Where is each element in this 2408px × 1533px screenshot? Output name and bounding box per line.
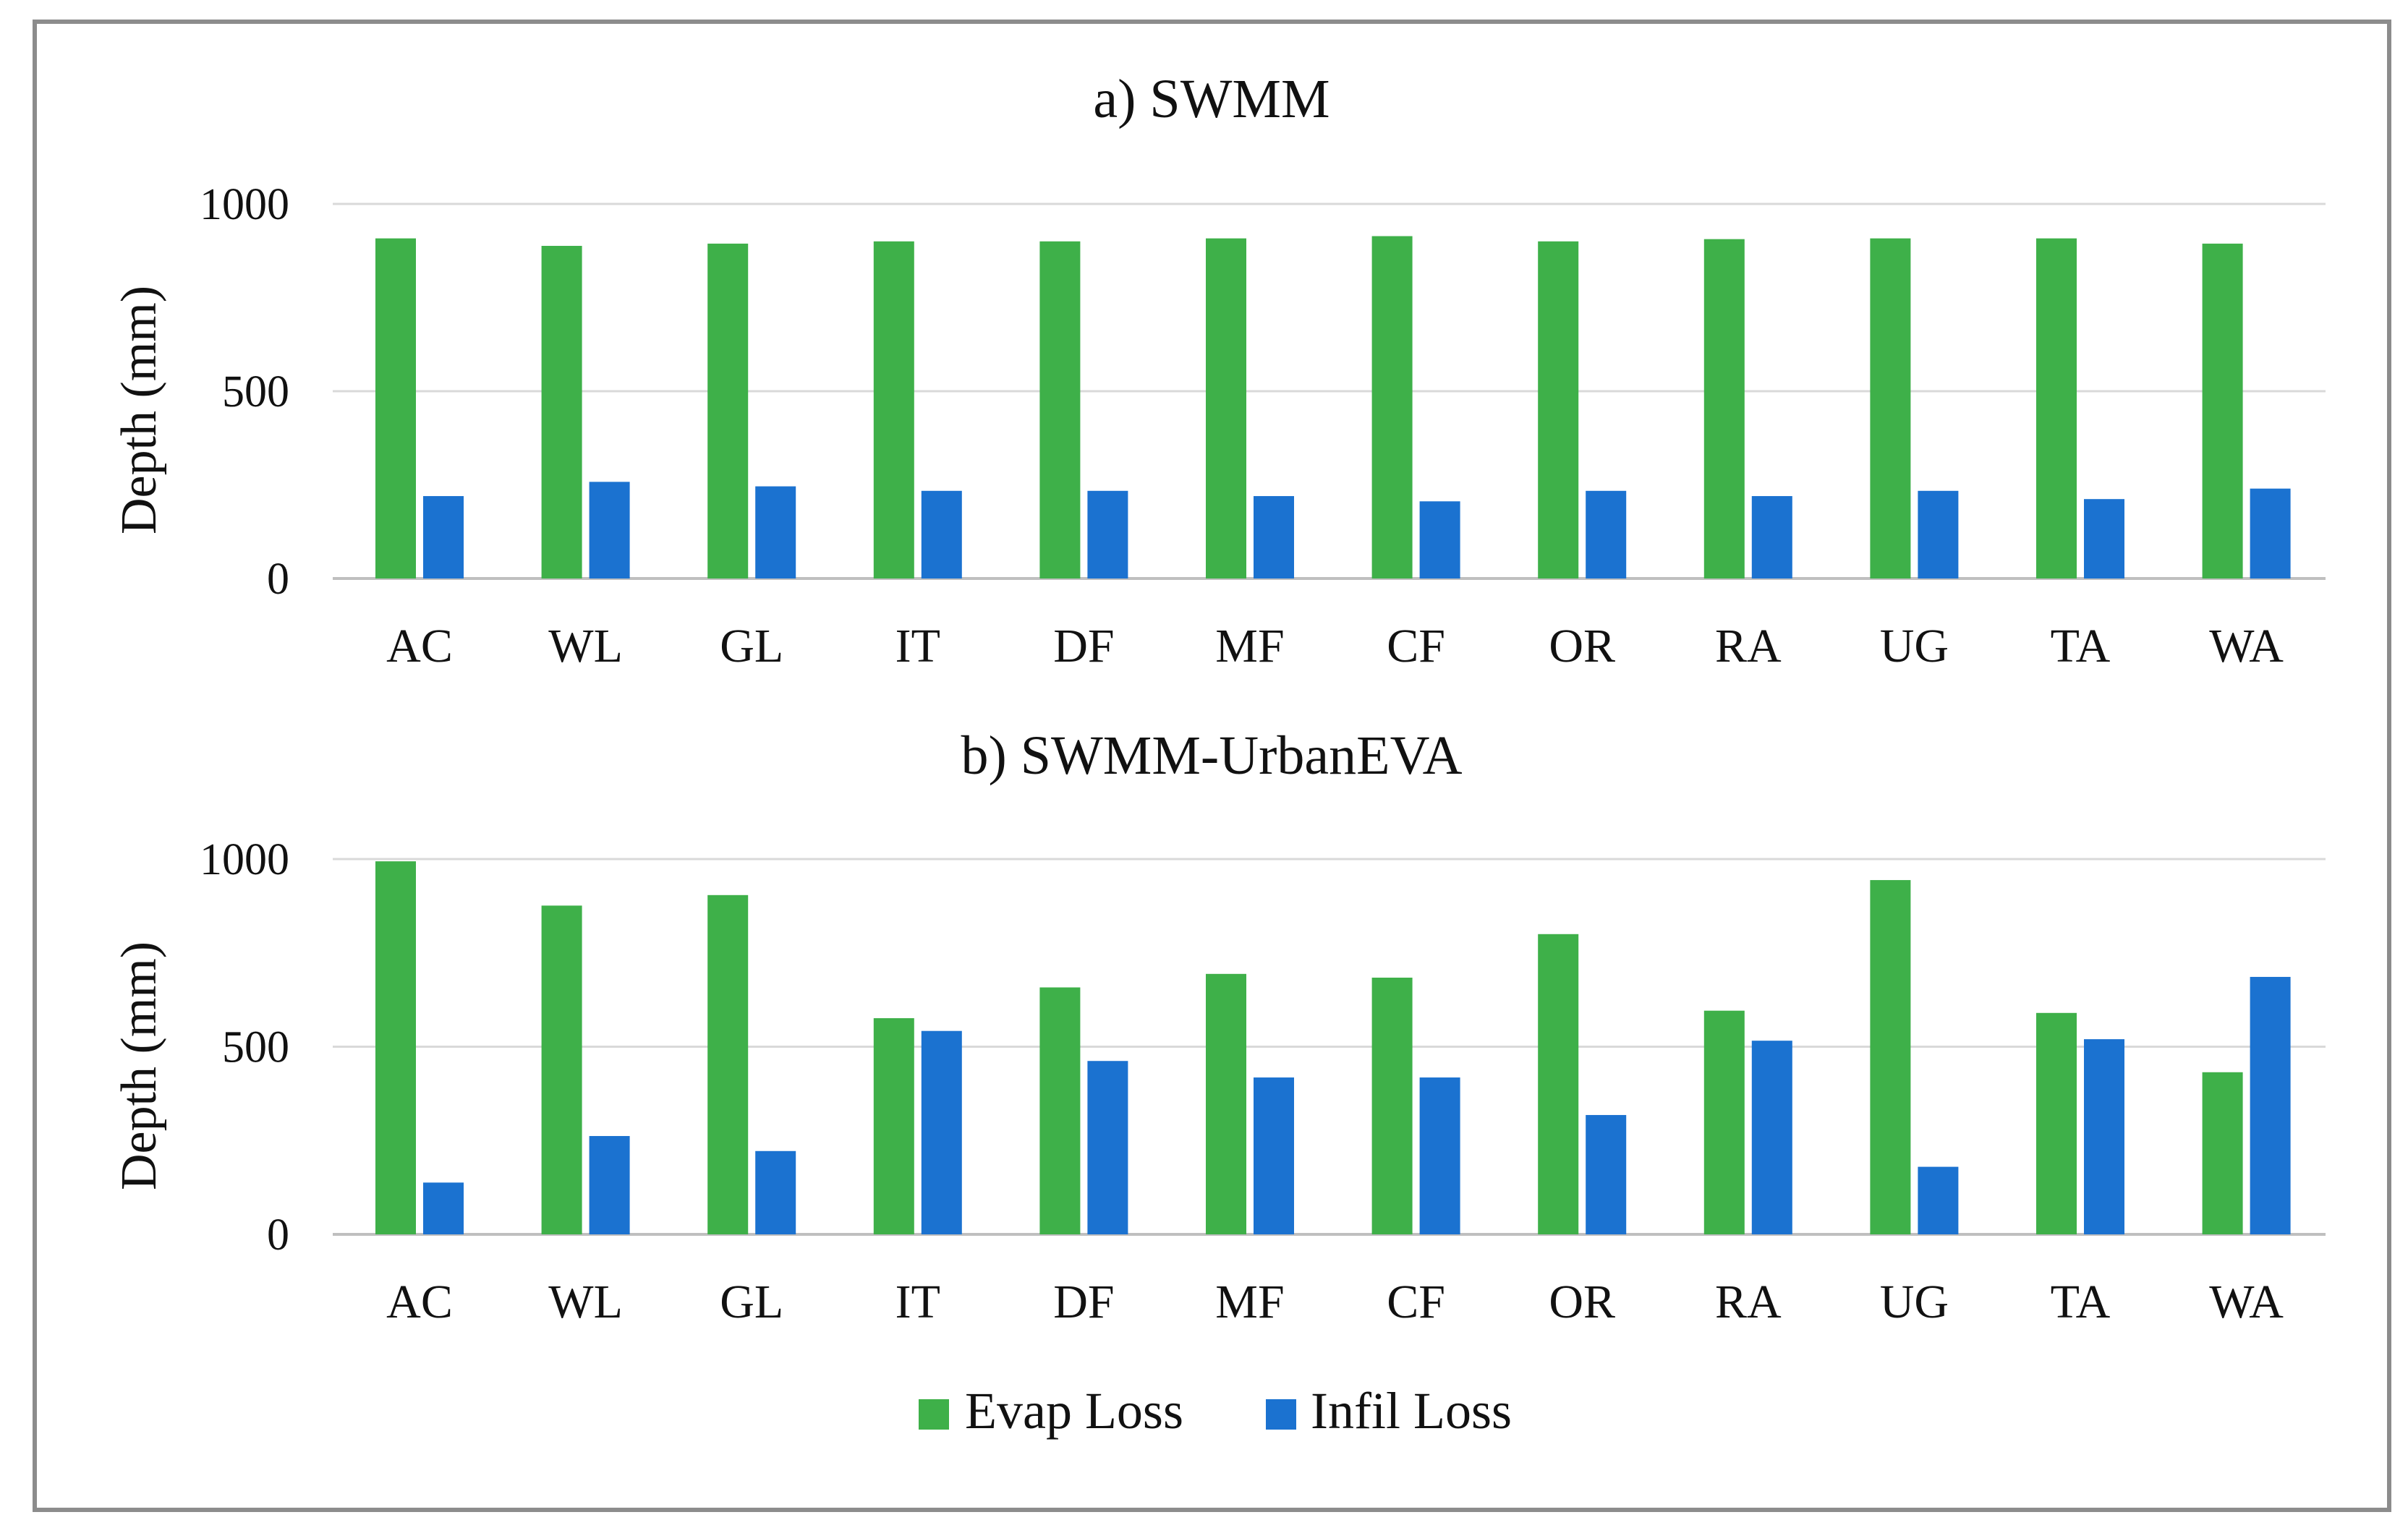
bar-evap-mf-a [1206,238,1246,578]
panel-swmm-urbaneva: b) SWMM-UrbanEVA Depth (mm) 0 500 1000 AC W… [111,725,2326,1328]
gridlines-a [333,202,2326,580]
bar-infil-or-a [1586,490,1627,578]
bar-evap-cf-a [1371,236,1413,578]
x-tick-mf-a: MF [1215,620,1284,672]
bar-evap-it-a [873,241,914,578]
x-tick-gl-a: GL [720,620,783,672]
bars-a [375,236,2291,578]
bar-evap-ta-a [2036,238,2077,578]
legend-swatch-evap [919,1399,949,1430]
bar-evap-mf-b [1206,973,1246,1234]
bar-infil-mf-b [1254,1077,1294,1234]
x-tick-labels-b: AC WL GL IT DF MF CF OR RA UG TA WA [386,1276,2284,1328]
gridlines-b [333,858,2326,1236]
bar-evap-wl-b [541,905,582,1234]
x-tick-it-a: IT [895,620,940,672]
bar-infil-ac-b [423,1182,464,1234]
x-tick-or-b: OR [1549,1276,1615,1328]
bar-evap-gl-a [707,243,749,578]
bar-infil-ug-b [1918,1166,1959,1234]
x-tick-ug-a: UG [1880,620,1949,672]
bar-infil-df-a [1087,490,1128,578]
y-tick-1000-a: 1000 [200,180,289,229]
x-tick-ac-a: AC [386,620,453,672]
bar-evap-wl-a [541,246,582,578]
bar-infil-cf-a [1419,501,1460,578]
bar-infil-df-b [1087,1061,1128,1234]
x-tick-wa-b: WA [2209,1276,2284,1328]
chart-title-b: b) SWMM-UrbanEVA [961,725,1462,786]
x-tick-or-a: OR [1549,620,1615,672]
x-tick-ac-b: AC [386,1276,453,1328]
bar-evap-ac-b [375,861,416,1234]
legend: Evap Loss Infil Loss [919,1382,1512,1440]
bar-infil-ac-a [423,496,464,578]
x-tick-df-a: DF [1053,620,1114,672]
x-tick-mf-b: MF [1215,1276,1284,1328]
x-tick-cf-a: CF [1387,620,1445,672]
bar-evap-ra-a [1703,239,1745,578]
legend-swatch-infil [1266,1399,1296,1430]
bar-infil-mf-a [1254,496,1294,578]
bar-infil-wa-a [2250,488,2291,578]
bar-evap-gl-b [707,894,749,1234]
y-tick-0-b: 0 [267,1210,289,1260]
bar-evap-wa-a [2202,243,2243,578]
bar-infil-ta-a [2084,499,2124,578]
bar-infil-gl-a [755,486,796,578]
y-axis-label-b: Depth (mm) [111,941,167,1190]
x-tick-ta-b: TA [2051,1276,2111,1328]
x-tick-cf-b: CF [1387,1276,1445,1328]
bar-evap-or-a [1538,241,1579,578]
legend-label-infil: Infil Loss [1311,1382,1512,1440]
x-tick-ta-a: TA [2051,620,2111,672]
bar-infil-ra-a [1751,496,1792,578]
bar-infil-cf-b [1419,1077,1460,1234]
bar-infil-wa-b [2250,976,2291,1234]
bars-b [375,861,2291,1234]
bar-infil-wl-a [589,482,630,578]
x-tick-df-b: DF [1053,1276,1114,1328]
chart-title-a: a) SWMM [1093,69,1329,129]
bar-evap-cf-b [1371,978,1413,1234]
bar-infil-ra-b [1751,1041,1792,1234]
bar-evap-df-b [1039,987,1081,1234]
bar-evap-ug-b [1870,880,1911,1234]
y-tick-1000-b: 1000 [200,835,289,884]
y-tick-labels-b: 0 500 1000 [200,835,289,1260]
y-tick-0-a: 0 [267,555,289,604]
bar-evap-or-b [1538,934,1579,1234]
bar-evap-ta-b [2036,1012,2077,1234]
x-tick-ra-a: RA [1715,620,1782,672]
legend-label-evap: Evap Loss [965,1382,1183,1440]
panel-swmm: a) SWMM Depth (mm) 0 500 1000 AC WL GL IT DF MF… [111,69,2326,672]
x-tick-wa-a: WA [2209,620,2284,672]
x-tick-gl-b: GL [720,1276,783,1328]
bar-infil-ta-b [2084,1039,2124,1234]
x-tick-ra-b: RA [1715,1276,1782,1328]
bar-infil-or-b [1586,1114,1627,1234]
bar-infil-ug-a [1918,490,1959,578]
bar-infil-gl-b [755,1150,796,1234]
bar-evap-it-b [873,1018,914,1234]
y-tick-500-a: 500 [222,367,289,417]
x-tick-wl-b: WL [548,1276,623,1328]
x-tick-labels-a: AC WL GL IT DF MF CF OR RA UG TA WA [386,620,2284,672]
x-tick-wl-a: WL [548,620,623,672]
y-tick-labels-a: 0 500 1000 [200,180,289,604]
bar-evap-ra-b [1703,1010,1745,1234]
y-axis-label-a: Depth (mm) [111,286,167,534]
bar-evap-ug-a [1870,238,1911,578]
bar-evap-df-a [1039,241,1081,578]
y-tick-500-b: 500 [222,1023,289,1072]
bar-evap-wa-b [2202,1072,2243,1234]
x-tick-ug-b: UG [1880,1276,1949,1328]
bar-evap-ac-a [375,238,416,578]
bar-infil-wl-b [589,1136,630,1234]
bar-infil-it-b [921,1030,962,1234]
x-tick-it-b: IT [895,1276,940,1328]
bar-infil-it-a [921,490,962,578]
